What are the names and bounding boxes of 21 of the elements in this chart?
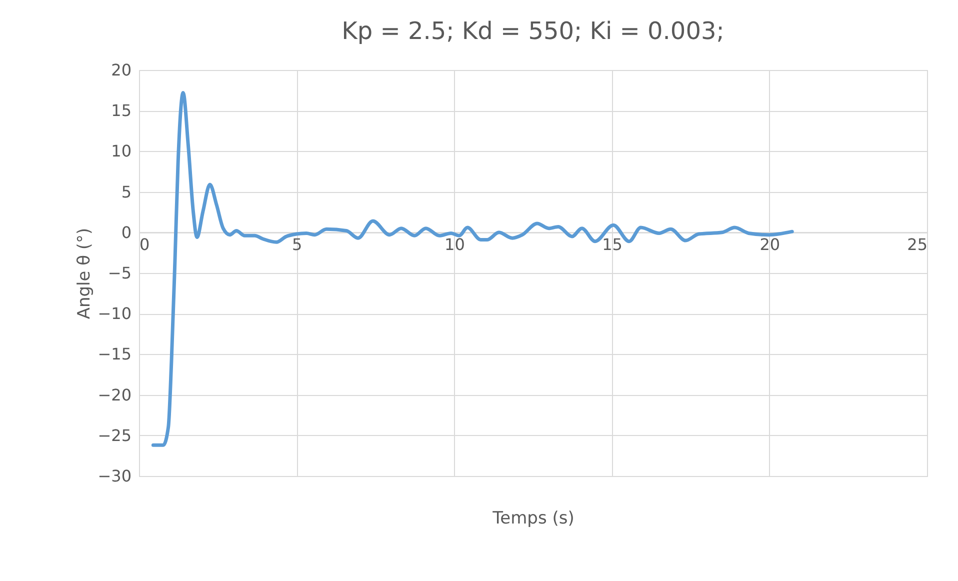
y-tick-label: −25 [98, 426, 132, 445]
y-tick-label: 5 [121, 182, 132, 202]
y-tick-label: −15 [98, 344, 132, 364]
y-tick-label: −20 [98, 385, 132, 404]
line-series [151, 90, 794, 447]
x-tick-label: 10 [444, 234, 465, 254]
y-tick-label: 0 [121, 222, 132, 242]
y-tick-label: 20 [111, 60, 132, 80]
x-tick-label: 15 [602, 234, 622, 254]
y-tick-label: 10 [111, 142, 132, 161]
y-tick-label: −10 [98, 304, 132, 324]
x-tick-label: 0 [140, 234, 150, 254]
y-tick-label: 15 [111, 101, 132, 120]
x-tick-label: 5 [292, 234, 302, 254]
x-tick-label: 20 [760, 234, 780, 254]
y-axis-title: Angle θ (°) [74, 228, 95, 320]
x-tick-label: 25 [907, 234, 928, 254]
y-tick-label: −5 [108, 264, 132, 282]
y-tick-label: −30 [98, 466, 132, 486]
x-axis-title: Temps (s) [492, 508, 574, 528]
chart-title: Kp = 2.5; Kd = 550; Ki = 0.003; [342, 17, 724, 45]
